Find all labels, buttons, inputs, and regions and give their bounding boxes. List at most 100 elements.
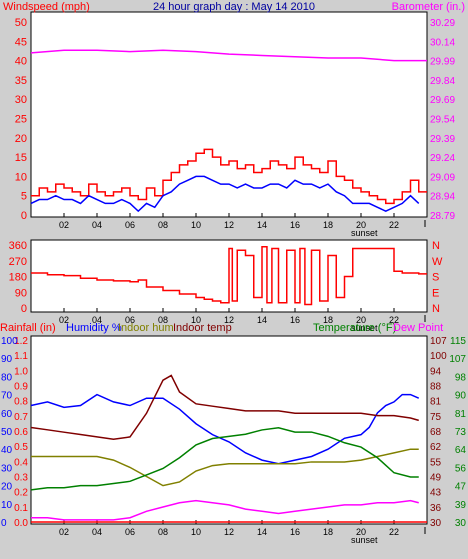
p1-hour-tick-label: 18 — [323, 220, 333, 230]
humidity-line — [30, 393, 420, 465]
temperature-tick-label: 81 — [455, 409, 467, 420]
direction-compass-tick-label: N — [432, 303, 440, 315]
p2-hour-ticks: 02 04 06 08 10 12 14 16 18 20 22 — [59, 308, 426, 325]
p1-hour-tick-label: 08 — [158, 220, 168, 230]
p3-hour-tick-label: 18 — [323, 527, 333, 537]
p2-hour-tick-label: 08 — [158, 315, 168, 325]
humidity-tick-label: 80 — [1, 372, 13, 383]
p2-hour-tick-label: 22 — [389, 315, 399, 325]
windspeed-tick-label: 20 — [15, 133, 27, 145]
temperature-line — [30, 427, 419, 491]
barometer-tick-label: 29.54 — [430, 115, 455, 126]
direction-compass-tick-label: N — [432, 240, 440, 252]
p3-series — [30, 374, 427, 523]
humidity-tick-label: 0 — [1, 518, 7, 529]
p2-hour-tick-label: 06 — [125, 315, 135, 325]
p3-hour-tick-label: 04 — [92, 527, 102, 537]
direction-degree-tick-label: 360 — [9, 240, 27, 252]
p1-hour-tick-label: 02 — [59, 220, 69, 230]
p3-hour-tick-label: 16 — [290, 527, 300, 537]
p3-hour-ticks: 02 04 06 08 10 12 14 16 18 20 22 — [59, 520, 426, 537]
windspeed-tick-label: 45 — [15, 36, 27, 48]
legend-humidity: Humidity % — [66, 322, 122, 334]
p1-hour-tick-label: 10 — [191, 220, 201, 230]
windspeed-line — [31, 148, 427, 205]
p3-hour-tick-label: 20 — [356, 527, 366, 537]
p3-hour-tick-label: 06 — [125, 527, 135, 537]
p3-hour-tick-label: 12 — [224, 527, 234, 537]
p2-hour-tick-label: 18 — [323, 315, 333, 325]
rainfall-tick-label: 0.2 — [14, 488, 28, 499]
indoor-temp-tick-label: 55 — [430, 457, 442, 468]
indoor-temp-tick-label: 81 — [430, 397, 442, 408]
windspeed-tick-label: 25 — [15, 114, 27, 126]
temperature-tick-label: 115 — [450, 336, 466, 347]
windspeed-avg-line — [30, 175, 420, 213]
legend-indoor-temp: Indoor temp — [173, 322, 232, 334]
p1-hour-tick-label: 12 — [224, 220, 234, 230]
barometer-axis-label: Barometer (in.) — [392, 1, 465, 13]
p3-hour-tick-label: 14 — [257, 527, 267, 537]
rainfall-tick-label: 0.7 — [14, 412, 28, 423]
p3-hour-tick-label: 02 — [59, 527, 69, 537]
p1-hour-tick-label: 22 — [389, 220, 399, 230]
p2-series — [31, 246, 427, 306]
direction-degree-tick-label: 270 — [9, 256, 27, 268]
rainfall-tick-label: 0.5 — [14, 442, 28, 453]
windspeed-tick-label: 0 — [21, 210, 27, 222]
p2-hour-tick-label: 12 — [224, 315, 234, 325]
temperature-tick-label: 39 — [455, 500, 467, 511]
legend-dew-point: Dew Point — [393, 322, 443, 334]
rainfall-tick-label: 0.0 — [14, 518, 28, 529]
temperature-tick-label: 107 — [449, 354, 466, 365]
legend-indoor-hum: Indoor hum — [118, 322, 174, 334]
humidity-tick-label: 100 — [1, 336, 18, 347]
indoor-temp-tick-label: 62 — [430, 442, 442, 453]
rainfall-tick-label: 0.6 — [14, 427, 28, 438]
rainfall-tick-label: 0.8 — [14, 397, 28, 408]
sunset-annotation-2: sunset — [351, 323, 378, 333]
indoor-temp-tick-label: 30 — [430, 518, 442, 529]
windspeed-tick-label: 5 — [21, 191, 27, 203]
legend-rainfall: Rainfall (in) — [0, 322, 56, 334]
indoor-temp-tick-label: 49 — [430, 473, 442, 484]
rainfall-tick-label: 0.9 — [14, 382, 28, 393]
wind-direction-line — [31, 246, 427, 306]
direction-degree-ticks: 0 90 180 270 360 — [9, 240, 27, 315]
wind-barometer-panel: Windspeed (mph) 24 hour graph day : May … — [3, 1, 465, 238]
temperature-tick-label: 64 — [455, 445, 467, 456]
indoor-temp-tick-label: 100 — [430, 351, 447, 362]
rainfall-tick-label: 1.1 — [14, 351, 28, 362]
p1-hour-tick-label: 20 — [356, 220, 366, 230]
rainfall-ticks: 0.0 0.1 0.2 0.3 0.4 0.5 0.6 0.7 0.8 0.9 1.0 1.1 1.2 — [14, 336, 28, 529]
windspeed-tick-label: 15 — [15, 152, 27, 164]
barometer-tick-label: 28.94 — [430, 192, 455, 203]
temperature-tick-label: 47 — [455, 482, 467, 493]
direction-compass-tick-label: E — [432, 287, 439, 299]
barometer-tick-label: 28.79 — [430, 211, 455, 222]
windspeed-tick-label: 30 — [15, 94, 27, 106]
barometer-tick-label: 30.29 — [430, 18, 455, 29]
p2-hour-tick-label: 10 — [191, 315, 201, 325]
direction-degree-tick-label: 180 — [9, 272, 27, 284]
temperature-tick-label: 30 — [455, 518, 467, 529]
barometer-tick-label: 29.84 — [430, 76, 455, 87]
rainfall-tick-label: 0.4 — [14, 457, 28, 468]
barometer-tick-label: 29.39 — [430, 134, 455, 145]
windspeed-tick-label: 50 — [15, 17, 27, 29]
indoor-temp-line — [30, 374, 419, 441]
barometer-tick-label: 29.09 — [430, 172, 455, 183]
temperature-humidity-panel: Rainfall (in) Humidity % Indoor hum Indo… — [0, 322, 466, 545]
p1-hour-tick-label: 14 — [257, 220, 267, 230]
chart-title: 24 hour graph day : May 14 2010 — [153, 1, 315, 13]
indoor-temp-ticks: 30 36 43 49 55 62 68 75 81 88 94 100 107 — [430, 336, 447, 529]
p3-hour-tick-label: 10 — [191, 527, 201, 537]
p3-hour-tick-label: 22 — [389, 527, 399, 537]
direction-compass-tick-label: S — [432, 272, 439, 284]
barometer-tick-label: 29.69 — [430, 95, 455, 106]
humidity-tick-label: 20 — [1, 482, 13, 493]
temperature-ticks: 30 39 47 56 64 73 81 90 98 107 115 — [449, 336, 466, 529]
